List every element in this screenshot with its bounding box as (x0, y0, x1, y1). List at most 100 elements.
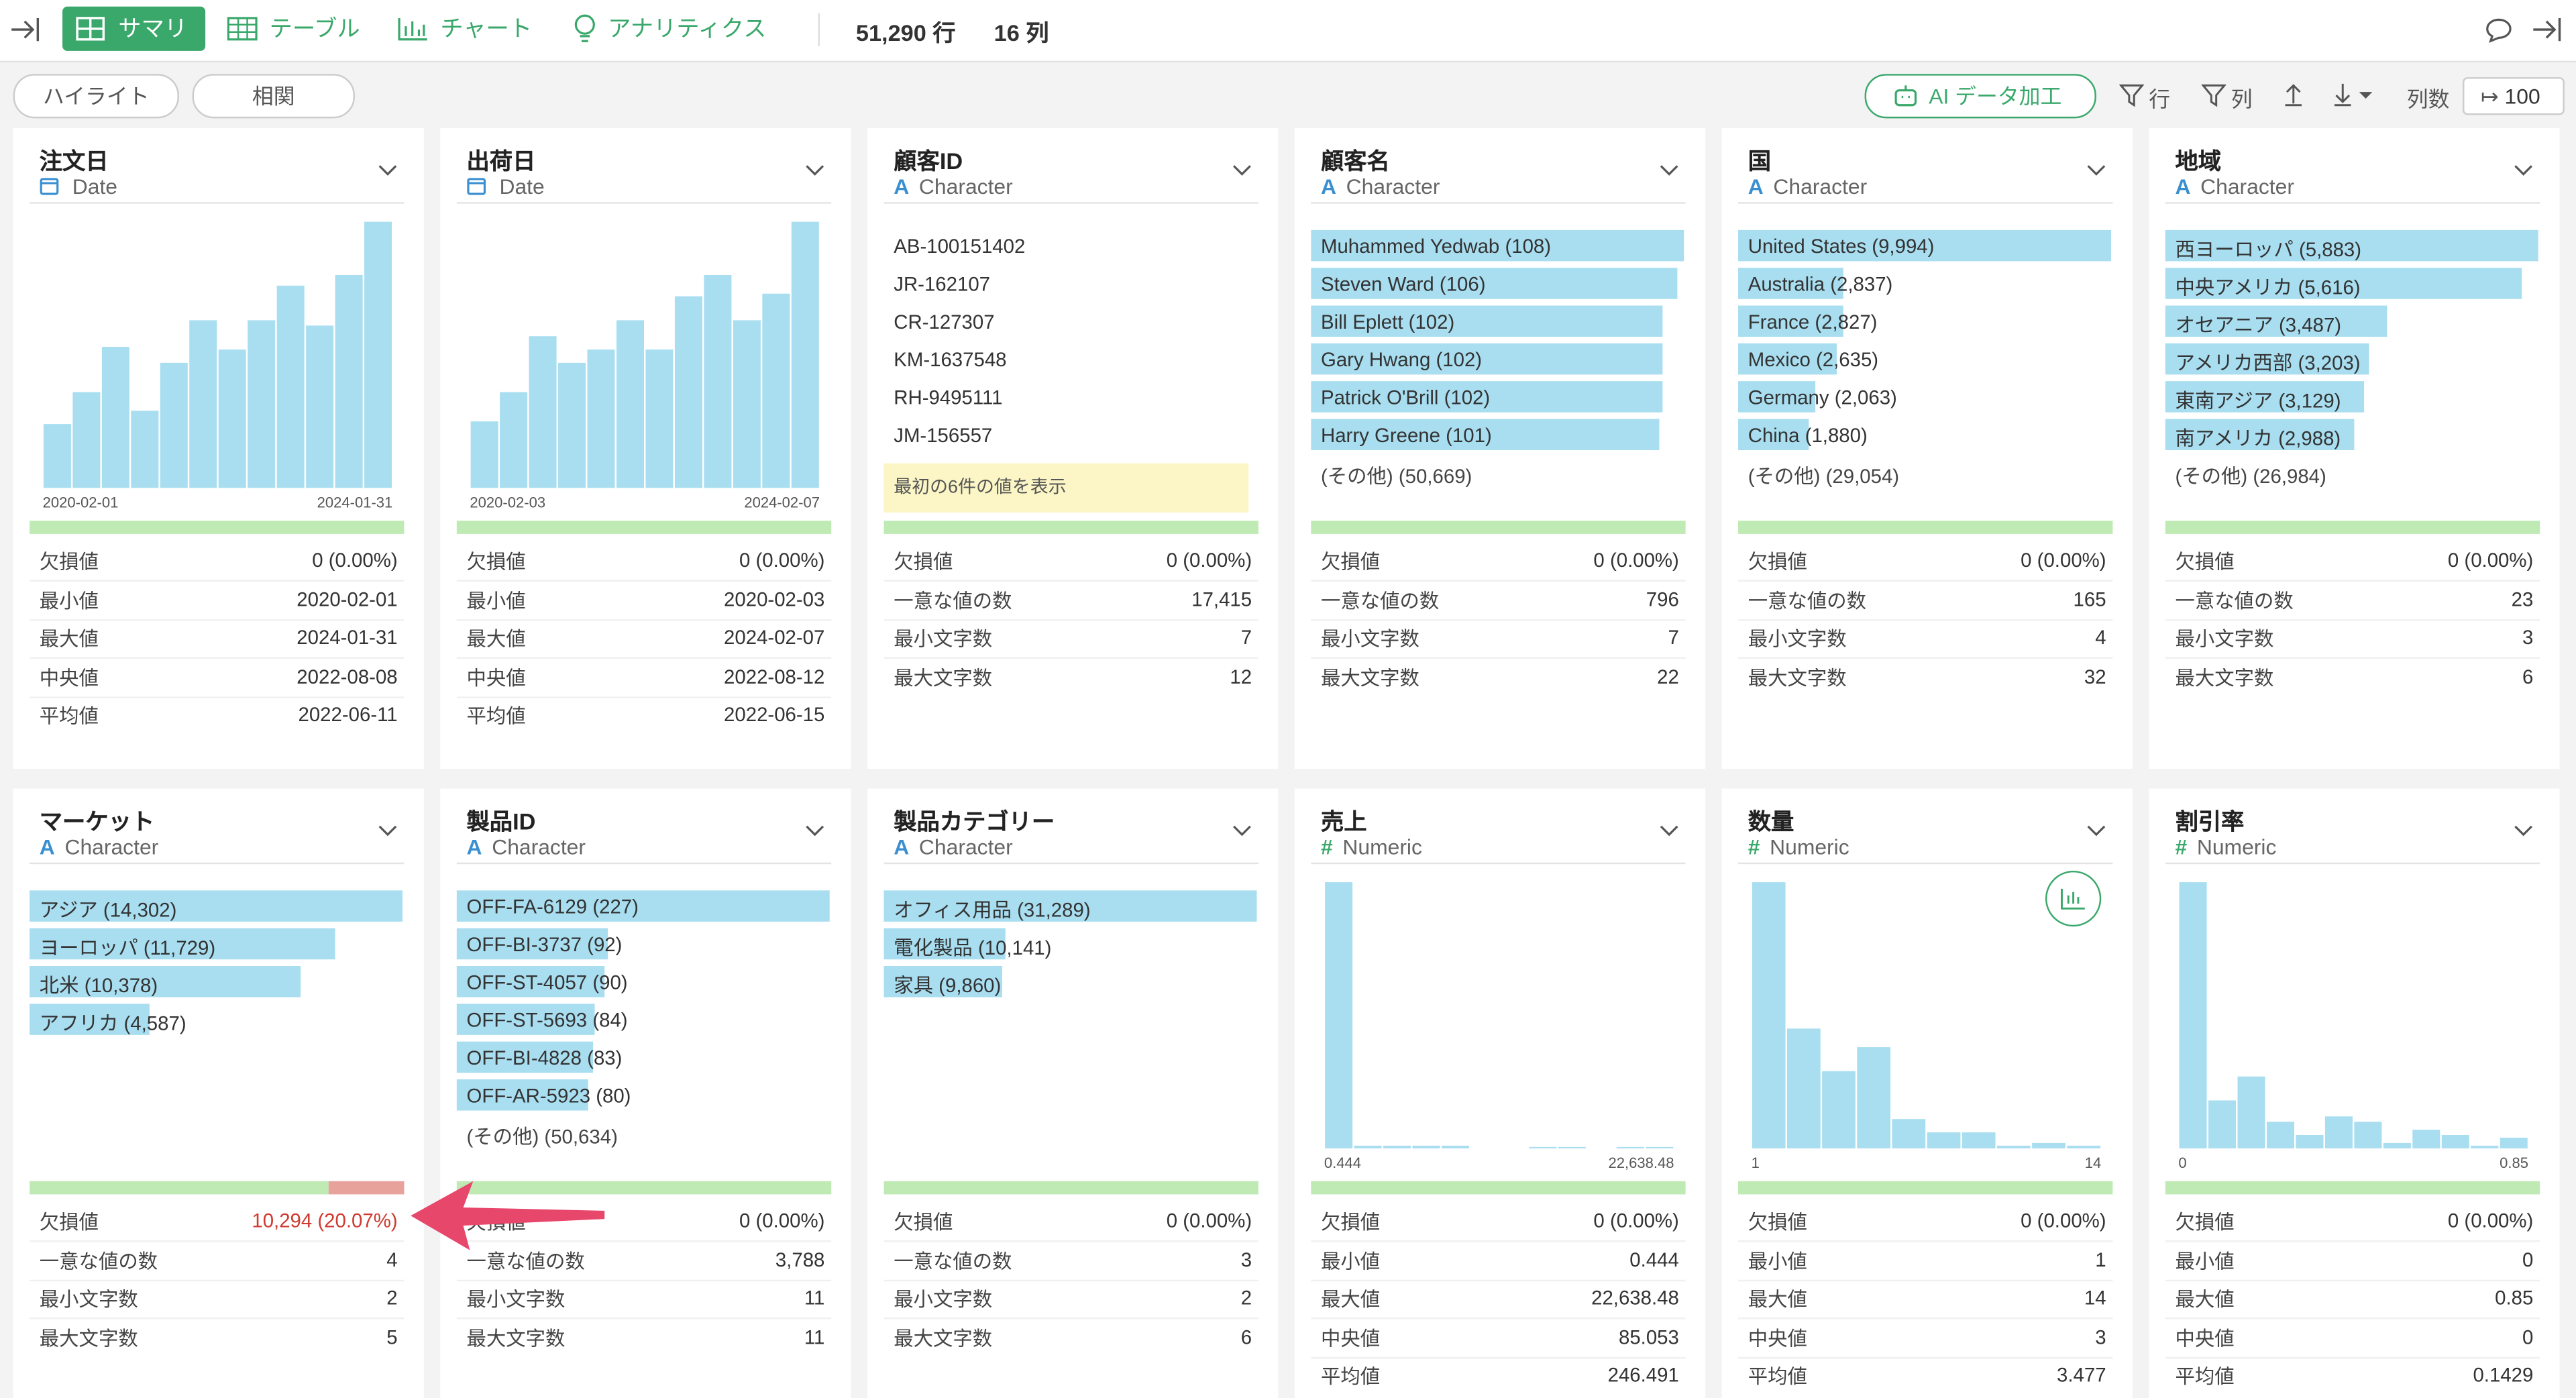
quality-bar-valid (1738, 1181, 2113, 1195)
menu-chevron[interactable] (2086, 164, 2106, 178)
stat-label: 一意な値の数 (466, 1249, 585, 1273)
histogram-bar (1892, 1119, 1926, 1148)
value-label: OFF-BI-4828 (83) (466, 1046, 623, 1070)
stat-value: 796 (1646, 587, 1679, 610)
tab-chart[interactable]: チャート (398, 7, 532, 51)
value-label: 家具 (9,860) (894, 974, 1002, 998)
menu-chevron[interactable] (805, 164, 824, 178)
value-bar (883, 966, 1002, 998)
stat-value: 17,415 (1191, 587, 1252, 610)
sort-icon[interactable] (2282, 82, 2305, 107)
value-bar (1311, 229, 1684, 262)
stat-value: 0 (0.00%) (2447, 1209, 2534, 1232)
stat-separator (30, 1318, 405, 1320)
stat-label: 最小値 (466, 588, 526, 612)
menu-chevron[interactable] (378, 824, 397, 838)
quality-bar-valid (883, 521, 1258, 534)
column-name: 数量 (1748, 808, 1794, 835)
comment-icon[interactable] (2484, 16, 2514, 43)
value-bar (30, 890, 403, 922)
stat-label: 欠損値 (1748, 550, 1807, 574)
stat-label: 最小文字数 (894, 627, 993, 651)
correlation-button[interactable]: 相関 (192, 74, 355, 119)
stat-separator (883, 619, 1258, 621)
type-label: Character (1773, 174, 1868, 199)
header-separator (1738, 202, 2113, 204)
menu-chevron[interactable] (1659, 824, 1678, 838)
row-filter[interactable]: 行 (2119, 82, 2170, 113)
expand-icon[interactable] (2532, 15, 2565, 44)
column-name: 製品カテゴリー (894, 808, 1055, 835)
tab-analytics[interactable]: アナリティクス (572, 7, 766, 51)
stat-separator (1738, 1279, 2113, 1281)
stat-label: 最小文字数 (1320, 627, 1419, 651)
download-icon[interactable] (2331, 82, 2377, 107)
value-label: Germany (2,063) (1748, 386, 1897, 409)
column-type: A Character (2175, 174, 2294, 199)
ai-button[interactable]: AI データ加工 (1864, 74, 2096, 119)
column-name: 製品ID (466, 808, 536, 835)
col-filter[interactable]: 列 (2201, 82, 2253, 113)
menu-chevron[interactable] (1659, 164, 1678, 178)
stat-value: 3 (2095, 1325, 2106, 1348)
menu-chevron[interactable] (2514, 824, 2533, 838)
histogram-bar (645, 350, 674, 488)
column-name: 地域 (2175, 148, 2222, 174)
chevron-path (378, 825, 397, 837)
stat-label: 最大文字数 (1748, 666, 1847, 690)
stat-value: 11 (804, 1286, 825, 1309)
x-axis-min-label: 1 (1752, 1154, 1760, 1171)
stat-value: 3 (1240, 1248, 1252, 1271)
stat-separator (1738, 619, 2113, 621)
stat-separator (456, 580, 832, 582)
stat-value: 2022-06-15 (724, 703, 825, 727)
stat-value: 2020-02-01 (297, 587, 398, 610)
column-type: # Numeric (1748, 835, 1849, 859)
stat-label: 一意な値の数 (894, 588, 1012, 612)
tab-table[interactable]: テーブル (227, 7, 360, 51)
menu-chevron[interactable] (378, 164, 397, 178)
stat-label: 最大文字数 (39, 1326, 138, 1350)
chevron-path (806, 825, 824, 837)
header-separator (1311, 202, 1686, 204)
histogram-bar (2441, 1135, 2469, 1148)
col-count-input[interactable]: ↦ 100 (2463, 77, 2565, 115)
menu-chevron[interactable] (1232, 824, 1252, 838)
stat-separator (30, 1279, 405, 1281)
stat-value: 0 (0.00%) (739, 548, 825, 572)
stat-label: 最小値 (1748, 1249, 1807, 1273)
stat-label: 中央値 (1748, 1326, 1807, 1350)
stat-value: 3,788 (775, 1248, 825, 1271)
menu-chevron[interactable] (1232, 164, 1252, 178)
stat-label: 最小文字数 (1748, 627, 1847, 651)
type-label: Numeric (1770, 835, 1849, 859)
x-axis-max-label: 2024-01-31 (317, 494, 393, 511)
histogram-bar (43, 424, 71, 488)
value-bar (30, 928, 335, 960)
histogram-bar (1616, 1146, 1644, 1148)
stat-separator (883, 657, 1258, 659)
divider (818, 13, 820, 46)
highlight-button[interactable]: ハイライト (13, 74, 179, 119)
value-label: Australia (2,837) (1748, 272, 1893, 296)
stat-value: 0.1429 (2473, 1363, 2534, 1387)
tab-summary[interactable]: サマリ (62, 6, 206, 51)
menu-chevron[interactable] (2086, 824, 2106, 838)
histogram-bar (335, 274, 363, 488)
collapse-icon[interactable] (10, 15, 43, 44)
stat-value: 0 (0.00%) (2021, 548, 2106, 572)
menu-chevron[interactable] (2514, 164, 2533, 178)
stat-separator (30, 696, 405, 698)
chart-toggle-button[interactable] (2044, 869, 2103, 928)
menu-chevron[interactable] (805, 824, 824, 838)
histogram-bar (1325, 882, 1353, 1148)
value-label: アジア (14,302) (39, 898, 177, 922)
stat-label: 最大文字数 (466, 1326, 566, 1350)
other-label: (その他) (29,054) (1748, 465, 1900, 488)
value-label: OFF-AR-5923 (80) (466, 1084, 631, 1108)
other-label: (その他) (26,984) (2175, 465, 2326, 488)
header-separator (2165, 862, 2540, 865)
value-bar (1311, 381, 1664, 413)
column-name: 注文日 (39, 148, 109, 174)
